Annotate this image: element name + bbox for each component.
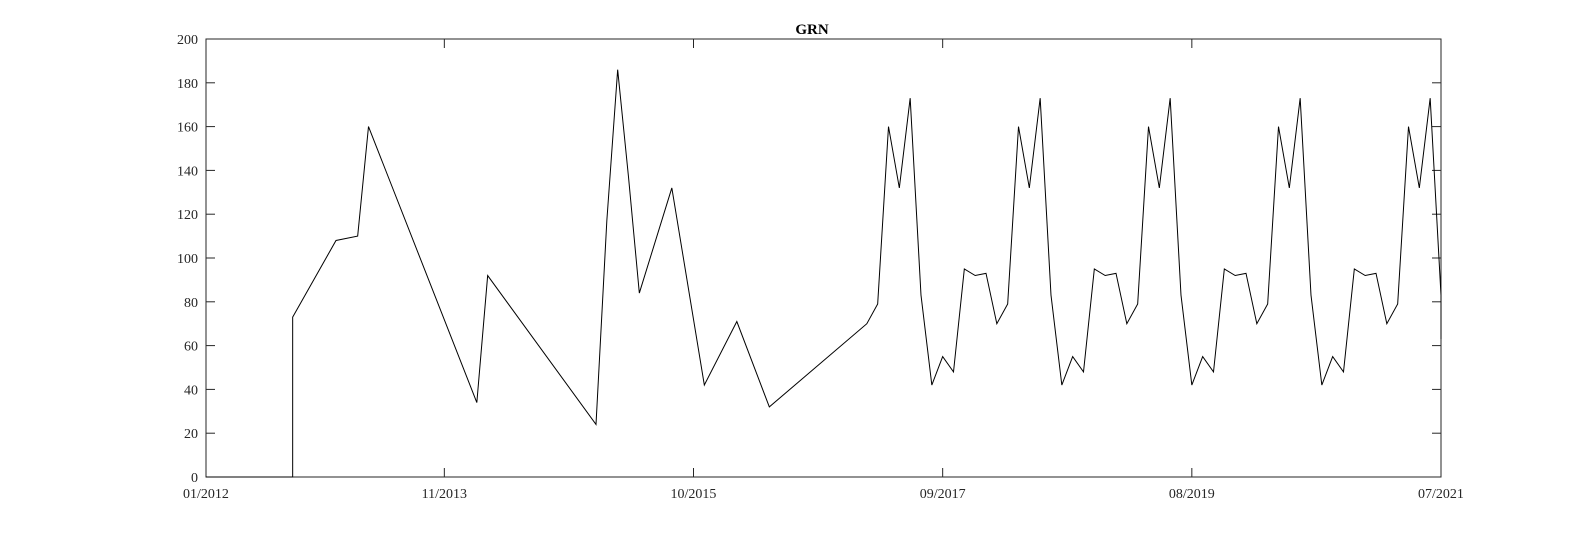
y-tick-label: 160 xyxy=(177,121,198,136)
y-tick-label: 80 xyxy=(184,296,198,311)
series-line xyxy=(206,69,1442,478)
y-tick-label: 140 xyxy=(177,164,198,179)
x-tick-label: 07/2021 xyxy=(1418,487,1464,502)
y-tick-label: 180 xyxy=(177,77,198,92)
y-tick-label: 40 xyxy=(184,383,198,398)
x-tick-label: 11/2013 xyxy=(422,487,467,502)
x-axis: 01/2012 11/2013 10/2015 09/2017 08/2019 07/20… xyxy=(183,39,1464,502)
y-tick-label: 100 xyxy=(177,252,198,267)
y-tick-label: 60 xyxy=(184,340,198,355)
x-tick-label: 10/2015 xyxy=(671,487,717,502)
plot-frame xyxy=(205,38,1442,478)
x-tick-label: 08/2019 xyxy=(1169,487,1215,502)
y-axis: 0 20 40 60 80 100 120 140 160 180 200 xyxy=(177,33,1441,486)
y-tick-label: 120 xyxy=(177,208,198,223)
x-tick-label: 09/2017 xyxy=(920,487,966,502)
y-tick-label: 20 xyxy=(184,427,198,442)
chart-title: GRN xyxy=(795,22,829,38)
series-layer xyxy=(206,69,1442,478)
y-tick-label: 0 xyxy=(191,471,198,486)
y-tick-label: 200 xyxy=(177,33,198,48)
x-tick-label: 01/2012 xyxy=(183,487,229,502)
